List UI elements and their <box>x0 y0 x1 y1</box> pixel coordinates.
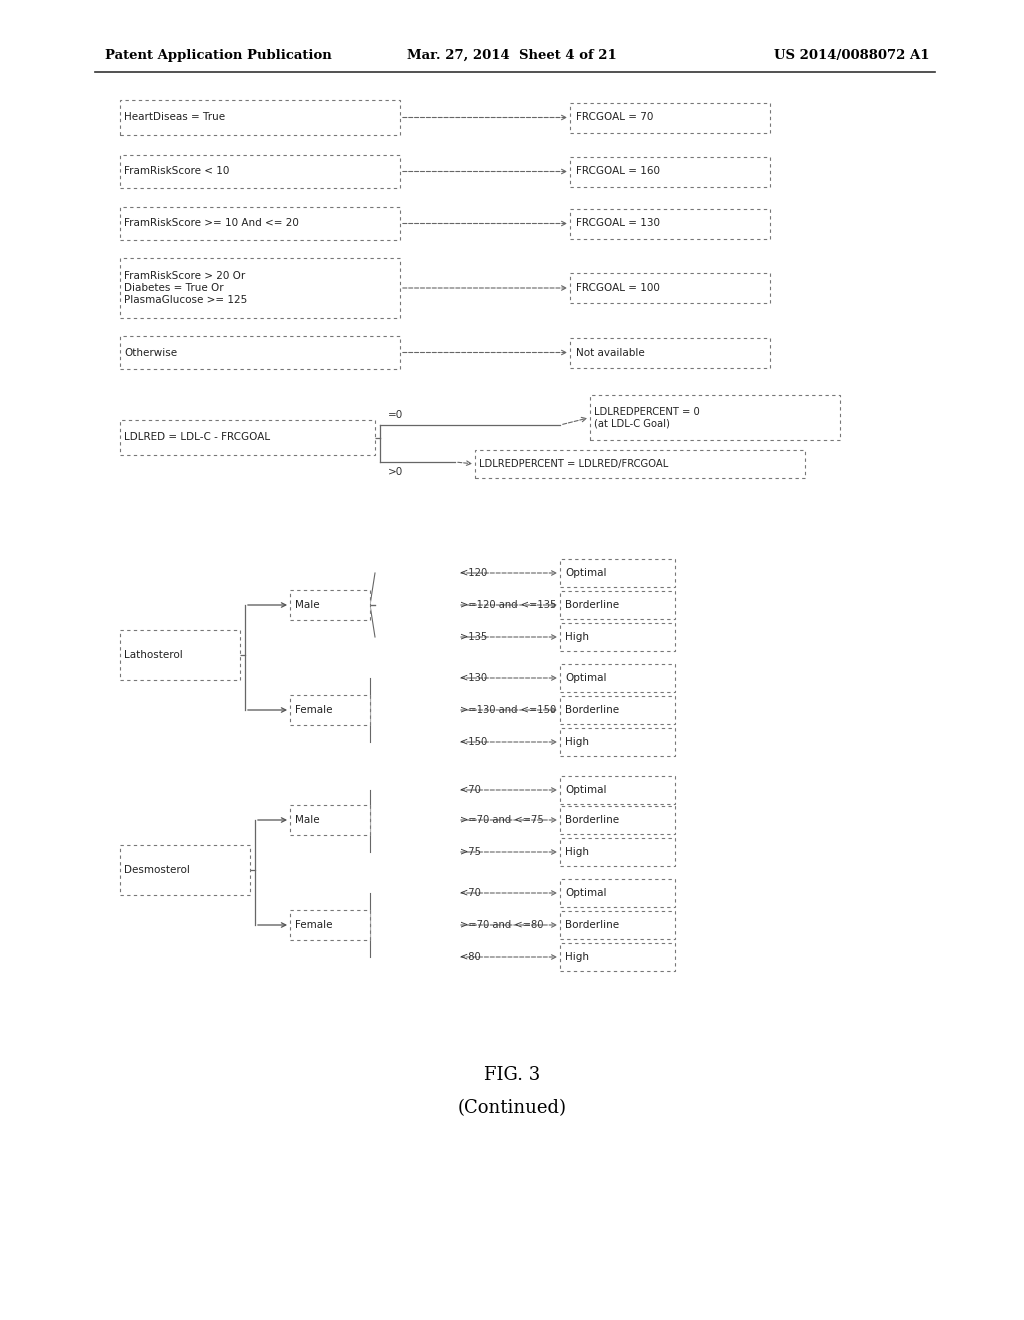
FancyBboxPatch shape <box>290 805 370 836</box>
FancyBboxPatch shape <box>560 942 675 972</box>
Text: FRCGOAL = 70: FRCGOAL = 70 <box>575 112 653 123</box>
Text: High: High <box>565 737 589 747</box>
FancyBboxPatch shape <box>560 838 675 866</box>
FancyBboxPatch shape <box>560 879 675 907</box>
Text: >0: >0 <box>388 467 403 477</box>
FancyBboxPatch shape <box>290 909 370 940</box>
Text: <150: <150 <box>460 737 487 747</box>
FancyBboxPatch shape <box>560 558 675 587</box>
Text: Female: Female <box>295 705 333 715</box>
FancyBboxPatch shape <box>560 729 675 756</box>
FancyBboxPatch shape <box>560 623 675 651</box>
FancyBboxPatch shape <box>290 590 370 620</box>
Text: >75: >75 <box>460 847 481 857</box>
Text: >135: >135 <box>460 632 487 642</box>
Text: Lathosterol: Lathosterol <box>124 649 182 660</box>
Text: Borderline: Borderline <box>565 705 620 715</box>
Text: US 2014/0088072 A1: US 2014/0088072 A1 <box>774 49 930 62</box>
FancyBboxPatch shape <box>120 630 240 680</box>
Text: FIG. 3: FIG. 3 <box>484 1067 540 1084</box>
FancyBboxPatch shape <box>560 807 675 834</box>
Text: FramRiskScore < 10: FramRiskScore < 10 <box>124 166 229 177</box>
FancyBboxPatch shape <box>560 696 675 723</box>
Text: LDLRED = LDL-C - FRCGOAL: LDLRED = LDL-C - FRCGOAL <box>124 433 270 442</box>
FancyBboxPatch shape <box>120 337 400 370</box>
FancyBboxPatch shape <box>120 207 400 240</box>
Text: <120: <120 <box>460 568 487 578</box>
Text: Female: Female <box>295 920 333 931</box>
Text: <70: <70 <box>460 785 481 795</box>
Text: Borderline: Borderline <box>565 920 620 931</box>
FancyBboxPatch shape <box>120 845 250 895</box>
Text: High: High <box>565 632 589 642</box>
FancyBboxPatch shape <box>290 696 370 725</box>
FancyBboxPatch shape <box>570 157 770 186</box>
FancyBboxPatch shape <box>570 338 770 367</box>
FancyBboxPatch shape <box>560 776 675 804</box>
FancyBboxPatch shape <box>590 395 840 440</box>
FancyBboxPatch shape <box>120 257 400 318</box>
Text: Patent Application Publication: Patent Application Publication <box>105 49 332 62</box>
Text: Optimal: Optimal <box>565 888 606 898</box>
FancyBboxPatch shape <box>120 100 400 135</box>
FancyBboxPatch shape <box>570 103 770 132</box>
Text: Optimal: Optimal <box>565 673 606 682</box>
Text: >=70 and <=75: >=70 and <=75 <box>460 814 544 825</box>
Text: FramRiskScore >= 10 And <= 20: FramRiskScore >= 10 And <= 20 <box>124 219 299 228</box>
FancyBboxPatch shape <box>570 273 770 304</box>
Text: Optimal: Optimal <box>565 785 606 795</box>
FancyBboxPatch shape <box>560 591 675 619</box>
Text: High: High <box>565 847 589 857</box>
FancyBboxPatch shape <box>120 154 400 187</box>
FancyBboxPatch shape <box>560 664 675 692</box>
Text: LDLREDPERCENT = 0
(at LDL-C Goal): LDLREDPERCENT = 0 (at LDL-C Goal) <box>594 407 699 428</box>
Text: FRCGOAL = 130: FRCGOAL = 130 <box>575 219 660 228</box>
FancyBboxPatch shape <box>120 420 375 455</box>
Text: >=130 and <=150: >=130 and <=150 <box>460 705 556 715</box>
Text: Male: Male <box>295 601 319 610</box>
Text: Male: Male <box>295 814 319 825</box>
Text: Mar. 27, 2014  Sheet 4 of 21: Mar. 27, 2014 Sheet 4 of 21 <box>408 49 616 62</box>
Text: LDLREDPERCENT = LDLRED/FRCGOAL: LDLREDPERCENT = LDLRED/FRCGOAL <box>479 459 669 469</box>
Text: FramRiskScore > 20 Or
Diabetes = True Or
PlasmaGlucose >= 125: FramRiskScore > 20 Or Diabetes = True Or… <box>124 272 247 305</box>
Text: Optimal: Optimal <box>565 568 606 578</box>
FancyBboxPatch shape <box>475 450 805 478</box>
Text: Not available: Not available <box>575 347 645 358</box>
Text: Borderline: Borderline <box>565 814 620 825</box>
Text: HeartDiseas = True: HeartDiseas = True <box>124 112 225 123</box>
Text: >=70 and <=80: >=70 and <=80 <box>460 920 544 931</box>
Text: Otherwise: Otherwise <box>124 347 177 358</box>
Text: Desmosterol: Desmosterol <box>124 865 189 875</box>
Text: High: High <box>565 952 589 962</box>
Text: FRCGOAL = 160: FRCGOAL = 160 <box>575 166 660 177</box>
Text: >=120 and <=135: >=120 and <=135 <box>460 601 556 610</box>
Text: <130: <130 <box>460 673 487 682</box>
Text: FRCGOAL = 100: FRCGOAL = 100 <box>575 282 659 293</box>
Text: =0: =0 <box>388 411 403 420</box>
Text: Borderline: Borderline <box>565 601 620 610</box>
FancyBboxPatch shape <box>570 209 770 239</box>
FancyBboxPatch shape <box>560 911 675 939</box>
Text: (Continued): (Continued) <box>458 1100 566 1117</box>
Text: <80: <80 <box>460 952 480 962</box>
Text: <70: <70 <box>460 888 481 898</box>
